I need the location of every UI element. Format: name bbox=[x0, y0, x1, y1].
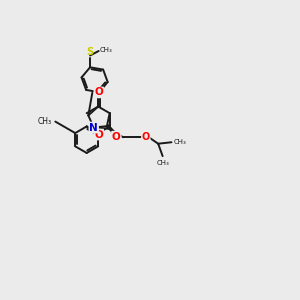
Text: S: S bbox=[86, 47, 94, 57]
Text: CH₃: CH₃ bbox=[156, 160, 169, 166]
Text: O: O bbox=[112, 132, 121, 142]
Text: O: O bbox=[94, 87, 103, 98]
Text: O: O bbox=[142, 132, 150, 142]
Text: CH₃: CH₃ bbox=[100, 47, 113, 53]
Text: N: N bbox=[89, 122, 98, 133]
Text: CH₃: CH₃ bbox=[38, 117, 52, 126]
Text: CH₃: CH₃ bbox=[174, 139, 187, 145]
Text: O: O bbox=[94, 130, 103, 140]
